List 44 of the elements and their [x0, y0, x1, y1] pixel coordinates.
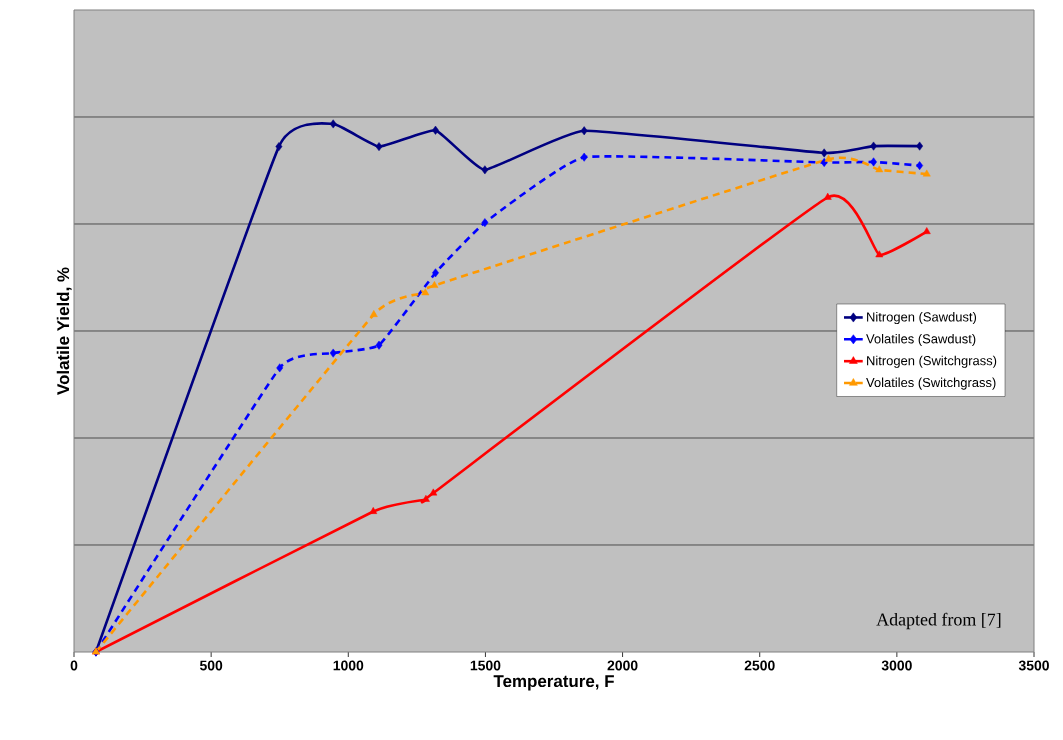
point	[369, 507, 378, 514]
point	[875, 250, 884, 258]
point	[823, 192, 832, 200]
point	[916, 161, 924, 171]
legend-label: Nitrogen (Switchgrass)	[867, 355, 997, 368]
x-tick-label: 500	[199, 660, 223, 671]
x-axis-title: Temperature, F	[493, 675, 614, 691]
point	[875, 165, 884, 173]
point	[375, 142, 383, 152]
point	[429, 488, 438, 496]
x-tick-label: 0	[70, 660, 78, 671]
x-tick-label: 3000	[881, 660, 912, 671]
point	[422, 494, 430, 502]
annotation: Adapted from [7]	[876, 612, 1001, 630]
point	[481, 218, 489, 228]
x-tick-label: 2000	[607, 660, 638, 671]
point	[329, 119, 337, 129]
point	[276, 363, 284, 373]
point	[375, 340, 383, 350]
x-tick-label: 1000	[333, 660, 364, 671]
point	[432, 125, 439, 135]
point	[369, 310, 378, 317]
point	[820, 148, 828, 158]
y-axis-title: Volatile Yield, %	[56, 267, 72, 395]
point	[916, 141, 924, 151]
point	[275, 142, 283, 152]
point	[870, 157, 877, 167]
point	[432, 268, 439, 278]
point	[329, 348, 337, 358]
point	[870, 141, 877, 151]
point	[922, 169, 931, 177]
legend-label: Volatiles (Switchgrass)	[866, 377, 996, 390]
point	[580, 152, 588, 162]
point	[824, 154, 833, 162]
point	[421, 288, 430, 296]
legend-label: Nitrogen (Sawdust)	[867, 312, 977, 325]
point	[580, 126, 588, 136]
x-tick-label: 2500	[744, 660, 775, 671]
x-tick-label: 3500	[1018, 660, 1049, 671]
point	[922, 227, 931, 234]
point	[430, 281, 439, 288]
x-tick-label: 1500	[470, 660, 501, 671]
legend-label: Volatiles (Sawdust)	[866, 333, 976, 346]
point	[481, 165, 489, 175]
